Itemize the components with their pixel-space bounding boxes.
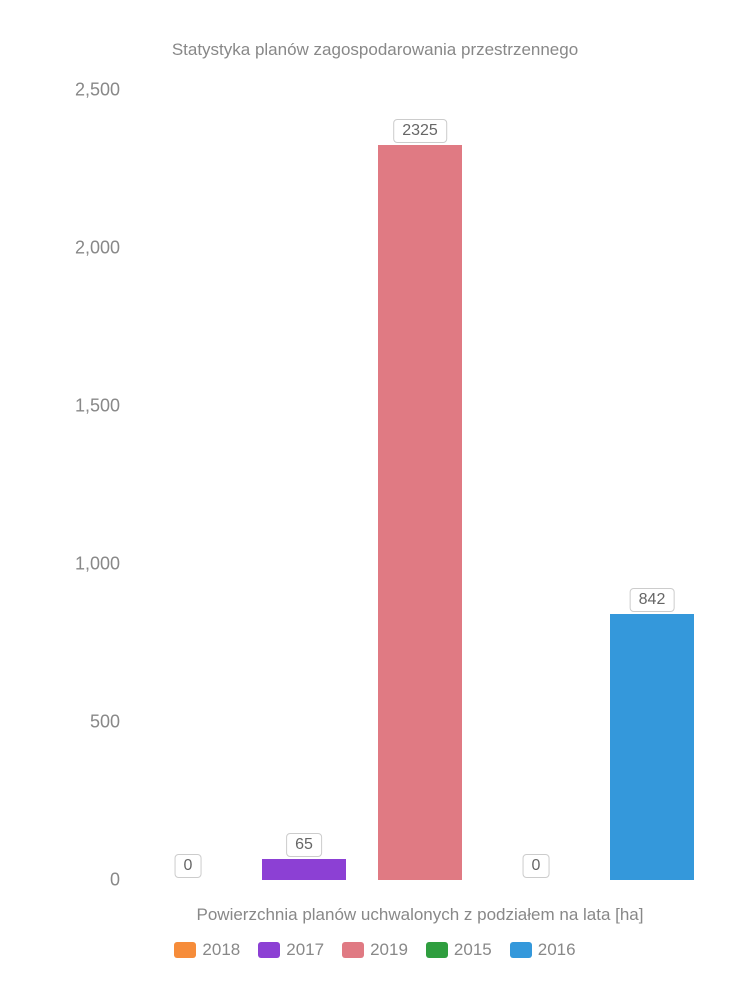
bar-label-2017: 65 [286, 833, 322, 857]
legend-item-2016: 2016 [510, 940, 576, 960]
legend-label: 2018 [202, 940, 240, 960]
legend-swatch [258, 942, 280, 958]
y-tick-label: 2,000 [75, 238, 120, 259]
bar-2019 [378, 145, 462, 880]
x-axis-title: Powierzchnia planów uchwalonych z podzia… [130, 905, 710, 925]
plot-area: 0 65 2325 0 842 [130, 90, 710, 880]
legend: 2018 2017 2019 2015 2016 [0, 940, 750, 960]
legend-swatch [510, 942, 532, 958]
y-tick-label: 1,000 [75, 554, 120, 575]
y-tick-label: 1,500 [75, 396, 120, 417]
bar-label-2016: 842 [630, 588, 675, 612]
bar-label-2019: 2325 [393, 119, 447, 143]
y-tick-label: 2,500 [75, 80, 120, 101]
y-tick-label: 500 [90, 712, 120, 733]
bar-2017 [262, 859, 346, 880]
legend-item-2017: 2017 [258, 940, 324, 960]
legend-item-2018: 2018 [174, 940, 240, 960]
legend-label: 2016 [538, 940, 576, 960]
legend-label: 2017 [286, 940, 324, 960]
legend-item-2019: 2019 [342, 940, 408, 960]
legend-label: 2019 [370, 940, 408, 960]
legend-swatch [174, 942, 196, 958]
legend-label: 2015 [454, 940, 492, 960]
bar-label-2015: 0 [523, 854, 550, 878]
bar-label-2018: 0 [175, 854, 202, 878]
chart-title: Statystyka planów zagospodarowania przes… [0, 40, 750, 60]
chart-container: Statystyka planów zagospodarowania przes… [0, 0, 750, 1000]
legend-item-2015: 2015 [426, 940, 492, 960]
bar-2016 [610, 614, 694, 880]
y-tick-label: 0 [110, 870, 120, 891]
legend-swatch [426, 942, 448, 958]
legend-swatch [342, 942, 364, 958]
